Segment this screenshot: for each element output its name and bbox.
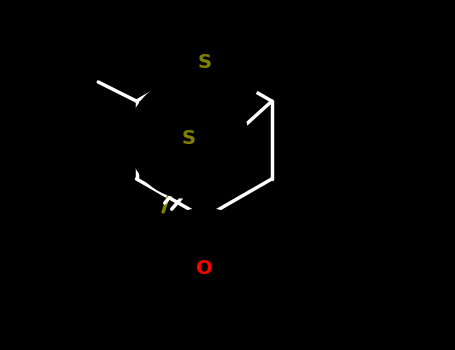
Circle shape (144, 2, 264, 122)
Circle shape (144, 209, 264, 328)
Circle shape (128, 78, 248, 198)
Text: S: S (181, 129, 195, 148)
Text: O: O (196, 259, 212, 278)
Text: S: S (197, 53, 211, 72)
